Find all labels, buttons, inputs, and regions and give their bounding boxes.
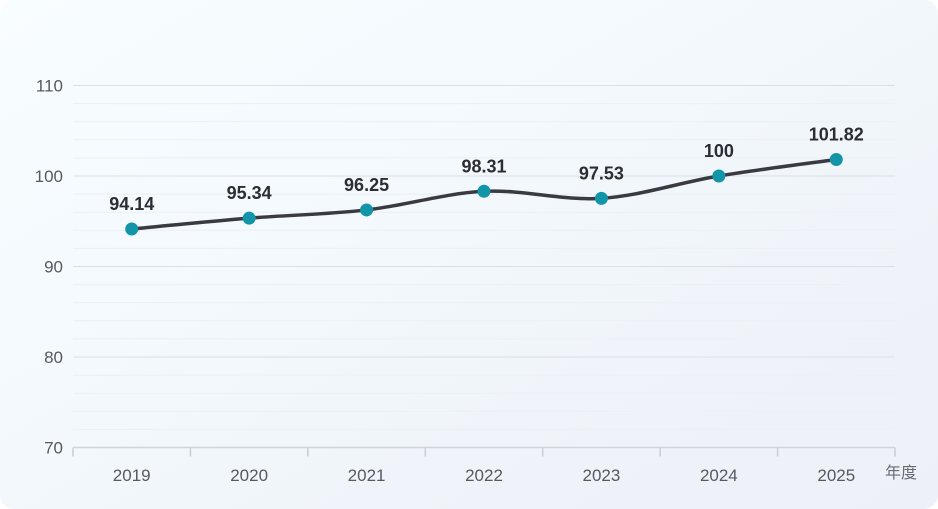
data-point bbox=[242, 211, 256, 225]
y-tick-label: 70 bbox=[44, 439, 63, 458]
x-tick-label: 2025 bbox=[817, 466, 855, 485]
x-tick-label: 2021 bbox=[348, 466, 386, 485]
data-point-label: 94.14 bbox=[109, 194, 154, 214]
data-point bbox=[360, 203, 374, 217]
data-point-label: 96.25 bbox=[344, 175, 389, 195]
data-point-label: 98.31 bbox=[461, 156, 506, 176]
y-tick-label: 110 bbox=[36, 77, 63, 96]
data-point bbox=[829, 153, 843, 167]
data-point bbox=[477, 184, 491, 198]
y-tick-label: 90 bbox=[44, 258, 63, 277]
y-tick-label: 80 bbox=[44, 348, 63, 367]
data-point-label: 95.34 bbox=[227, 183, 272, 203]
x-tick-label: 2023 bbox=[583, 466, 621, 485]
y-tick-label: 100 bbox=[35, 167, 63, 186]
data-point-label: 101.82 bbox=[809, 125, 864, 145]
x-axis-name: 年度 bbox=[885, 464, 917, 482]
x-tick-label: 2019 bbox=[113, 466, 151, 485]
data-point bbox=[712, 169, 726, 183]
data-point-label: 97.53 bbox=[579, 163, 624, 183]
x-tick-label: 2022 bbox=[465, 466, 503, 485]
x-tick-label: 2024 bbox=[700, 466, 738, 485]
data-point bbox=[125, 222, 139, 236]
data-point bbox=[594, 191, 608, 205]
x-tick-label: 2020 bbox=[230, 466, 268, 485]
data-point-label: 100 bbox=[704, 141, 734, 161]
